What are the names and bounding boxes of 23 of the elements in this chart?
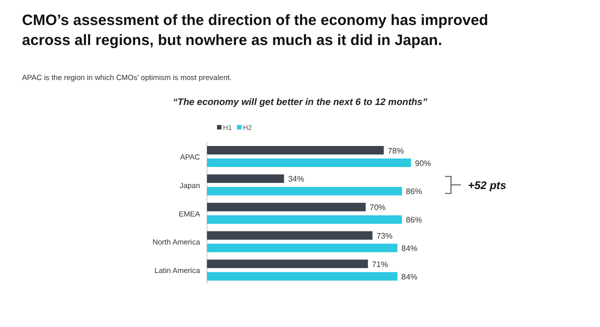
data-label: 71%: [372, 260, 388, 269]
data-label: 34%: [288, 174, 304, 184]
data-label: 86%: [406, 216, 422, 225]
data-label: 78%: [388, 146, 404, 156]
bar: [207, 174, 284, 183]
data-label: 90%: [415, 158, 432, 168]
data-label: 70%: [370, 203, 386, 212]
bar: [207, 231, 372, 240]
text: +52 pts: [468, 180, 506, 192]
bar: [207, 244, 398, 252]
x-axis-title: “The economy will get better in the next 6 to 12 months”: [172, 97, 428, 108]
data-label: 84%: [401, 272, 418, 282]
data-label: 84%: [401, 244, 418, 253]
bar: [207, 158, 411, 167]
chart-title: CMO’s assessment of the direction of the economy has improved across all regions, but nowhere as much as it did in Japan.: [22, 12, 488, 49]
bar: [207, 272, 398, 281]
bar: [207, 202, 366, 212]
bar: [207, 260, 368, 268]
bar: [207, 186, 402, 196]
data-label: 86%: [406, 187, 422, 196]
data-label: 73%: [376, 231, 392, 240]
bar: [207, 215, 402, 224]
bar: [207, 146, 384, 154]
